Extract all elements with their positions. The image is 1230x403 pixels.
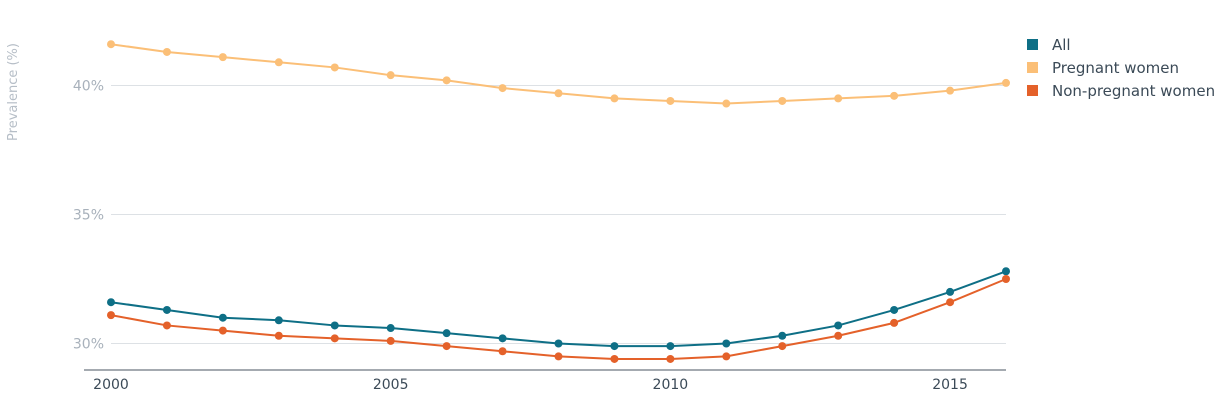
data-point-pregnant-women[interactable] [666, 96, 675, 105]
data-point-non-pregnant-women[interactable] [330, 334, 339, 343]
data-point-pregnant-women[interactable] [498, 84, 507, 93]
series-line-all [110, 270, 1007, 348]
data-point-all[interactable] [1002, 267, 1010, 276]
data-point-all[interactable] [890, 305, 899, 314]
data-point-non-pregnant-women[interactable] [498, 347, 507, 356]
data-point-pregnant-women[interactable] [274, 58, 283, 67]
legend-swatch [1027, 85, 1038, 96]
data-point-all[interactable] [722, 339, 731, 348]
data-point-pregnant-women[interactable] [554, 89, 563, 98]
data-point-non-pregnant-women[interactable] [442, 342, 451, 351]
data-point-all[interactable] [666, 342, 675, 351]
legend-label: Pregnant women [1052, 58, 1180, 77]
data-point-all[interactable] [274, 316, 283, 325]
data-point-non-pregnant-women[interactable] [722, 352, 731, 361]
data-point-non-pregnant-women[interactable] [946, 298, 955, 307]
data-point-non-pregnant-women[interactable] [890, 318, 899, 327]
data-point-non-pregnant-women[interactable] [274, 331, 283, 340]
legend-label: Non-pregnant women [1052, 81, 1216, 100]
data-point-all[interactable] [162, 305, 171, 314]
data-point-pregnant-women[interactable] [386, 71, 395, 80]
data-point-all[interactable] [386, 324, 395, 333]
data-point-non-pregnant-women[interactable] [554, 352, 563, 361]
legend-swatch [1027, 62, 1038, 73]
legend-item-all[interactable]: All [1027, 33, 1215, 56]
data-point-all[interactable] [107, 298, 115, 307]
data-point-pregnant-women[interactable] [778, 96, 787, 105]
data-point-all[interactable] [498, 334, 507, 343]
data-point-non-pregnant-women[interactable] [386, 336, 395, 345]
data-point-pregnant-women[interactable] [442, 76, 451, 85]
legend-label: All [1052, 35, 1071, 54]
data-point-pregnant-women[interactable] [890, 91, 899, 100]
data-point-non-pregnant-women[interactable] [834, 331, 843, 340]
data-point-all[interactable] [946, 287, 955, 296]
data-point-all[interactable] [610, 342, 619, 351]
legend-item-non-pregnant-women[interactable]: Non-pregnant women [1027, 79, 1215, 102]
data-point-all[interactable] [442, 329, 451, 338]
data-point-pregnant-women[interactable] [107, 40, 115, 49]
gridlines [111, 85, 1006, 344]
legend-swatch [1027, 39, 1038, 50]
data-point-all[interactable] [554, 339, 563, 348]
data-point-all[interactable] [218, 313, 227, 322]
data-point-all[interactable] [330, 321, 339, 330]
data-point-non-pregnant-women[interactable] [218, 326, 227, 335]
axes: 30% 35% 40% 2000 2005 2010 2015 [73, 79, 1006, 393]
data-point-pregnant-women[interactable] [330, 63, 339, 72]
y-tick-label: 30% [73, 337, 104, 353]
data-point-non-pregnant-women[interactable] [1002, 275, 1010, 283]
x-tick-label: 2005 [373, 377, 409, 393]
legend-item-pregnant-women[interactable]: Pregnant women [1027, 56, 1215, 79]
x-tick-label: 2010 [653, 377, 689, 393]
data-point-non-pregnant-women[interactable] [778, 342, 787, 351]
legend: All Pregnant women Non-pregnant women [1027, 33, 1215, 102]
data-point-non-pregnant-women[interactable] [162, 321, 171, 330]
data-point-all[interactable] [834, 321, 843, 330]
data-point-non-pregnant-women[interactable] [610, 354, 619, 363]
data-point-pregnant-women[interactable] [162, 47, 171, 56]
y-tick-label: 35% [73, 208, 104, 224]
y-axis-label: Prevalence (%) [6, 43, 21, 141]
x-tick-label: 2015 [932, 377, 968, 393]
y-tick-label: 40% [73, 79, 104, 95]
data-point-pregnant-women[interactable] [610, 94, 619, 103]
data-point-all[interactable] [778, 331, 787, 340]
data-point-non-pregnant-women[interactable] [666, 354, 675, 363]
data-point-pregnant-women[interactable] [946, 86, 955, 95]
series-group [107, 40, 1010, 363]
data-point-non-pregnant-women[interactable] [107, 311, 115, 320]
x-tick-label: 2000 [93, 377, 129, 393]
data-point-pregnant-women[interactable] [722, 99, 731, 108]
data-point-pregnant-women[interactable] [834, 94, 843, 103]
data-point-pregnant-women[interactable] [218, 53, 227, 62]
data-point-pregnant-women[interactable] [1002, 78, 1010, 87]
